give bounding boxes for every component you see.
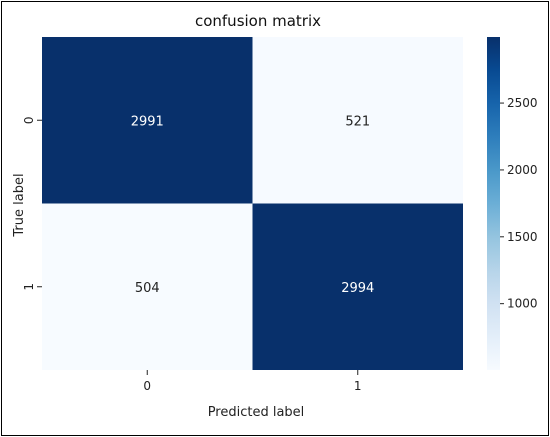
y-tick-label-0: 0 bbox=[22, 116, 36, 124]
colorbar bbox=[487, 37, 500, 370]
colorbar-tick-label-0: 1000 bbox=[507, 297, 538, 311]
y-axis-label: True label bbox=[12, 173, 27, 237]
colorbar-tick-label-3: 2500 bbox=[507, 96, 538, 110]
heatmap-cell-1-1 bbox=[252, 203, 463, 370]
y-tick-label-1: 1 bbox=[22, 283, 36, 291]
colorbar-tick-label-1: 1500 bbox=[507, 230, 538, 244]
x-tick-label-0: 0 bbox=[143, 379, 151, 393]
heatmap-cell-1-0 bbox=[42, 203, 253, 370]
cell-value-0-1: 521 bbox=[345, 114, 370, 129]
cell-value-1-1: 2994 bbox=[341, 281, 374, 296]
x-tick-label-1: 1 bbox=[354, 379, 362, 393]
cell-value-1-0: 504 bbox=[135, 281, 160, 296]
chart-title: confusion matrix bbox=[195, 12, 321, 30]
colorbar-tick-label-2: 2000 bbox=[507, 163, 538, 177]
heatmap-cell-0-0 bbox=[42, 37, 253, 204]
x-axis-label: Predicted label bbox=[208, 405, 305, 420]
cell-value-0-0: 2991 bbox=[131, 114, 164, 129]
heatmap-cell-0-1 bbox=[252, 37, 463, 204]
